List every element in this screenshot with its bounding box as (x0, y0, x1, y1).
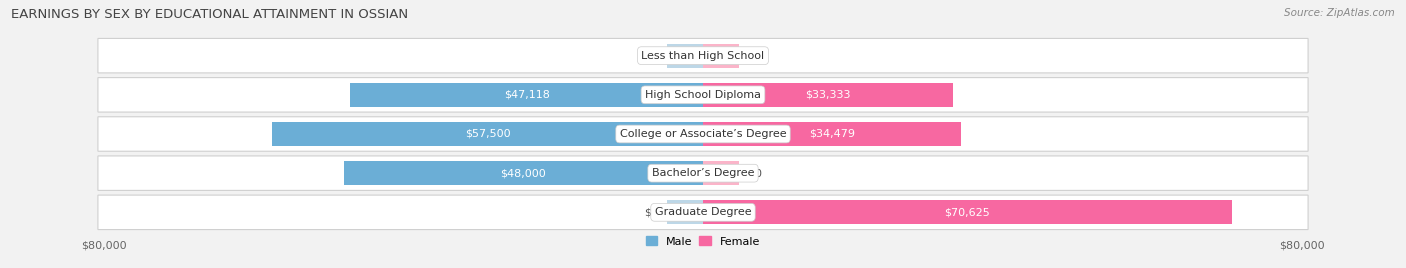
Bar (703, 122, 962, 146)
Text: $33,333: $33,333 (806, 90, 851, 100)
Text: $0: $0 (644, 51, 658, 61)
Text: $34,479: $34,479 (808, 129, 855, 139)
Bar (273, 122, 703, 146)
FancyBboxPatch shape (98, 156, 1308, 190)
Text: $57,500: $57,500 (465, 129, 510, 139)
Text: High School Diploma: High School Diploma (645, 90, 761, 100)
Text: $0: $0 (748, 51, 762, 61)
Text: $47,118: $47,118 (503, 90, 550, 100)
Bar (703, 43, 740, 68)
Text: Bachelor’s Degree: Bachelor’s Degree (652, 168, 754, 178)
Bar (703, 200, 1232, 225)
Bar (666, 200, 703, 225)
FancyBboxPatch shape (98, 117, 1308, 151)
Bar (703, 161, 740, 185)
Text: Less than High School: Less than High School (641, 51, 765, 61)
Text: $70,625: $70,625 (945, 207, 990, 217)
Text: $0: $0 (644, 207, 658, 217)
FancyBboxPatch shape (98, 195, 1308, 230)
Text: College or Associate’s Degree: College or Associate’s Degree (620, 129, 786, 139)
Bar (343, 161, 703, 185)
Bar (666, 43, 703, 68)
Bar (703, 83, 953, 107)
Text: Graduate Degree: Graduate Degree (655, 207, 751, 217)
Text: $48,000: $48,000 (501, 168, 546, 178)
Legend: Male, Female: Male, Female (647, 236, 759, 247)
Text: Source: ZipAtlas.com: Source: ZipAtlas.com (1284, 8, 1395, 18)
FancyBboxPatch shape (98, 38, 1308, 73)
Text: EARNINGS BY SEX BY EDUCATIONAL ATTAINMENT IN OSSIAN: EARNINGS BY SEX BY EDUCATIONAL ATTAINMEN… (11, 8, 408, 21)
Text: $0: $0 (748, 168, 762, 178)
FancyBboxPatch shape (98, 78, 1308, 112)
Bar (350, 83, 703, 107)
